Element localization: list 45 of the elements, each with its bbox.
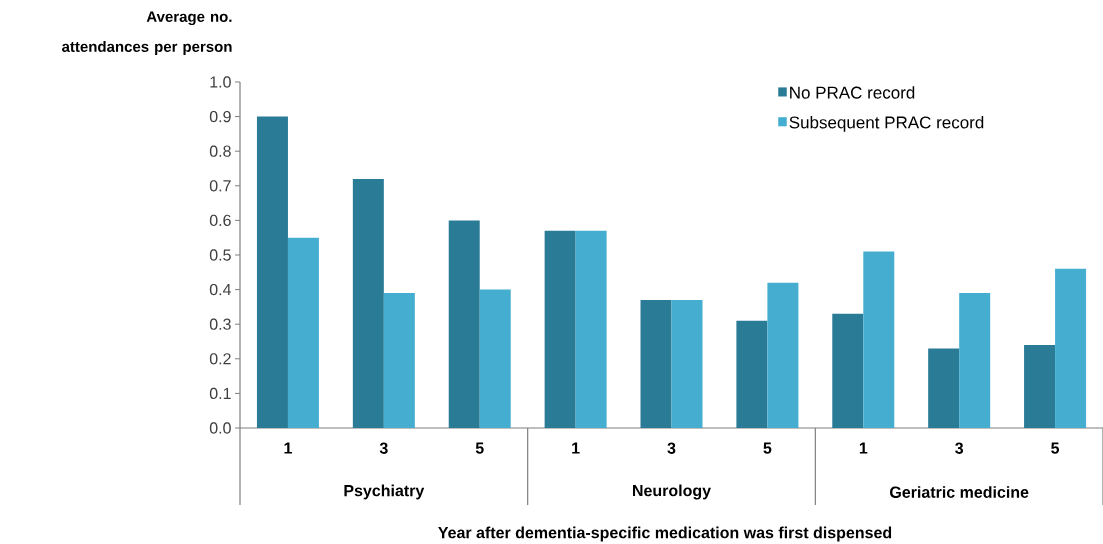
bar — [544, 230, 576, 428]
y-tick-label: 0.5 — [209, 249, 231, 261]
y-tick-label: 0.0 — [209, 422, 231, 434]
y-tick-label: 0.4 — [209, 283, 232, 296]
bar — [863, 251, 895, 428]
bar — [832, 313, 864, 428]
bar — [352, 178, 384, 428]
y-tick-label: 0.3 — [209, 318, 231, 330]
y-tick-label: 0.1 — [209, 387, 231, 400]
bar — [1024, 344, 1056, 428]
bar — [640, 299, 672, 428]
x-tick-label: 1 — [572, 442, 580, 454]
x-tick-label: 5 — [1051, 442, 1060, 454]
bar — [383, 293, 415, 428]
text: Geriatric medicine — [890, 486, 1029, 498]
bar — [959, 293, 991, 428]
legend-label: No PRAC record — [790, 86, 915, 99]
y-tick-label: 0.7 — [209, 180, 231, 192]
legend-label: Subsequent PRAC record — [789, 115, 984, 132]
x-tick-label: 3 — [667, 442, 676, 454]
x-tick-label: 1 — [284, 442, 292, 454]
bar — [767, 282, 799, 428]
y-tick-label: 0.9 — [209, 110, 231, 123]
x-axis-title: Year after dementia-specific medication was first dispensed — [438, 526, 892, 542]
bar — [256, 116, 288, 428]
x-tick-label: 3 — [955, 442, 964, 454]
y-tick-label: 0.2 — [209, 353, 231, 365]
bar — [736, 320, 768, 428]
y-tick-label: 0.8 — [209, 145, 231, 157]
bar — [1055, 268, 1087, 428]
bar — [448, 220, 480, 428]
bar — [479, 289, 511, 428]
bar — [671, 299, 703, 428]
bar — [287, 237, 319, 428]
x-tick-label: 3 — [379, 442, 388, 454]
x-tick-label: 5 — [763, 442, 772, 454]
x-tick-label: 1 — [859, 442, 868, 454]
text: Psychiatry — [344, 484, 425, 500]
bar — [575, 230, 607, 428]
text: Neurology — [633, 484, 711, 500]
y-axis-title: Average no. attendances per person — [62, 11, 232, 55]
y-tick-label: 0.6 — [209, 214, 231, 227]
x-tick-label: 5 — [475, 442, 484, 454]
y-tick-label: 1.0 — [210, 76, 231, 88]
bar — [928, 348, 960, 428]
